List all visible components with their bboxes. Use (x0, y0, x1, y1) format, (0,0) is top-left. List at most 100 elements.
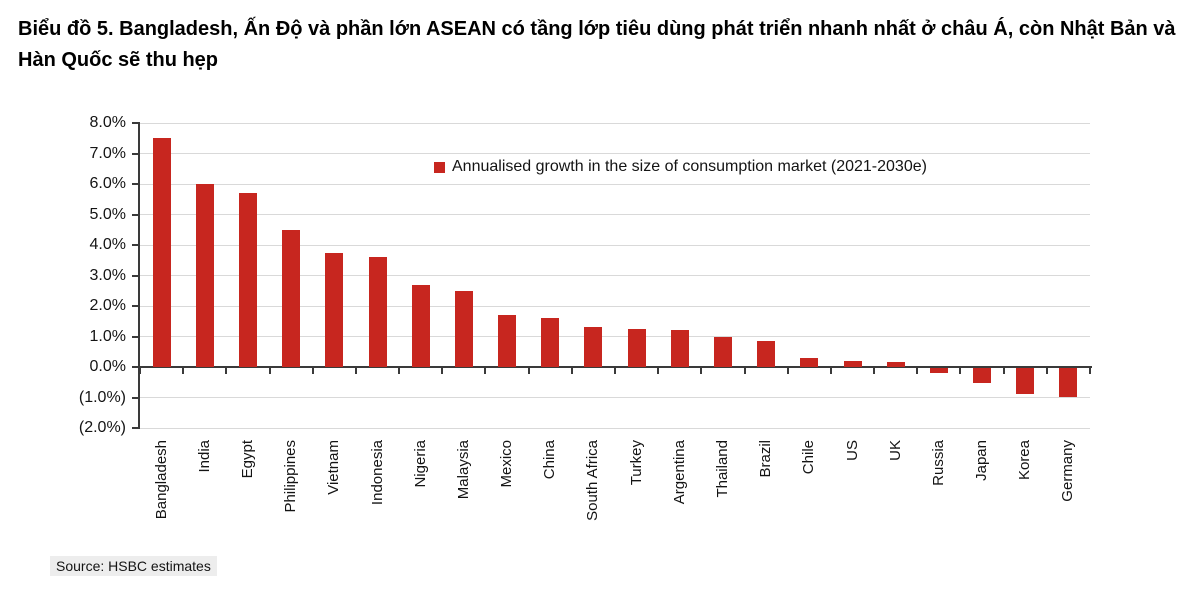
y-axis-tick (132, 152, 140, 155)
category-tick (354, 368, 357, 374)
y-axis-tick (132, 244, 140, 246)
y-axis-label: 2.0% (89, 297, 126, 314)
y-axis-label: (1.0%) (78, 388, 126, 406)
gridline (140, 122, 1090, 124)
y-axis-label: 5.0% (89, 205, 126, 223)
y-axis-label: 0.0% (89, 358, 126, 375)
gridline (140, 214, 1090, 215)
x-axis-label: Indonesia (368, 440, 386, 506)
gridline (140, 305, 1090, 307)
x-axis-label: Egypt (238, 440, 256, 479)
category-tick (700, 368, 703, 374)
y-axis-label: 3.0% (89, 266, 126, 284)
x-axis-label: Turkey (627, 440, 645, 486)
category-tick (873, 368, 876, 374)
gridline (140, 336, 1090, 337)
y-axis-tick (132, 396, 140, 399)
x-axis-label: US (843, 440, 861, 461)
y-axis-label: 1.0% (89, 327, 126, 345)
bar-egypt (238, 193, 257, 367)
bar-thailand (713, 336, 732, 367)
category-tick (614, 368, 616, 374)
x-axis-label: Chile (800, 440, 818, 475)
bar-china (541, 318, 560, 367)
category-tick (139, 368, 141, 374)
x-axis-label: Korea (1016, 440, 1034, 481)
legend-marker-icon (434, 161, 445, 173)
y-axis-label: 6.0% (89, 175, 126, 192)
bar-india (195, 184, 214, 367)
category-tick (225, 368, 228, 374)
y-axis-tick (132, 427, 140, 429)
category-tick (743, 368, 746, 374)
category-tick (959, 368, 962, 374)
category-tick (441, 368, 444, 374)
category-tick (182, 368, 185, 374)
y-axis-tick (132, 305, 140, 307)
bar-bangladesh (152, 138, 171, 367)
x-axis-label: Japan (973, 440, 991, 481)
x-axis-label: Nigeria (411, 440, 429, 488)
bar-russia (929, 368, 948, 373)
category-tick (1045, 368, 1048, 374)
bar-philippines (282, 229, 301, 367)
y-axis-tick (132, 366, 140, 368)
bar-chart: Annualised growth in the size of consump… (0, 110, 1200, 595)
x-axis-label: Philippines (282, 440, 300, 513)
figure-title: Biểu đồ 5. Bangladesh, Ấn Độ và phần lớn… (18, 18, 1176, 71)
category-tick (398, 368, 401, 374)
bar-uk (886, 362, 905, 367)
x-axis-label: Mexico (498, 440, 516, 488)
bar-korea (1016, 368, 1035, 394)
x-axis-label: Germany (1059, 440, 1077, 502)
y-axis-tick (132, 335, 140, 338)
category-tick (570, 368, 573, 374)
bar-argentina (670, 330, 689, 367)
bar-mexico (498, 315, 517, 367)
bar-chile (800, 357, 819, 367)
category-tick (527, 368, 530, 374)
x-axis-label: Malaysia (454, 440, 472, 500)
bar-malaysia (454, 290, 473, 367)
legend-label: Annualised growth in the size of consump… (452, 158, 927, 175)
x-axis-label: Thailand (713, 440, 731, 498)
gridline (140, 183, 1090, 185)
bar-germany (1059, 368, 1078, 397)
bar-south-africa (584, 327, 603, 367)
category-tick (786, 368, 789, 374)
y-axis-tick (132, 274, 140, 277)
source-note: Source: HSBC estimates (50, 556, 217, 576)
x-axis-label: India (195, 440, 213, 473)
bar-nigeria (411, 284, 430, 367)
gridline (140, 153, 1090, 154)
y-axis-tick (132, 213, 140, 216)
gridline (140, 275, 1090, 276)
category-tick (484, 368, 487, 374)
bar-indonesia (368, 257, 387, 367)
x-axis-label: Bangladesh (152, 440, 170, 520)
y-axis-tick (132, 183, 140, 185)
y-axis-label: 7.0% (89, 144, 126, 162)
x-axis-label: Vietnam (325, 440, 343, 495)
bar-brazil (757, 341, 776, 367)
x-axis-label: Argentina (670, 440, 688, 505)
y-axis-line (138, 123, 140, 428)
x-axis-label: Brazil (757, 440, 775, 478)
gridline (140, 397, 1090, 398)
category-tick (829, 368, 832, 374)
y-axis-label: 4.0% (89, 236, 126, 253)
bar-vietnam (325, 252, 344, 367)
category-tick (657, 368, 660, 374)
x-axis-line (140, 366, 1092, 368)
y-axis-tick (132, 122, 140, 124)
category-tick (268, 368, 271, 374)
y-axis-label: (2.0%) (78, 419, 126, 436)
y-axis-label: 8.0% (89, 114, 126, 131)
category-tick (1089, 368, 1091, 374)
bar-us (843, 360, 862, 367)
gridline (140, 427, 1090, 429)
category-tick (1002, 368, 1005, 374)
x-axis-label: South Africa (584, 440, 602, 521)
x-axis-label: UK (886, 440, 904, 461)
chart-legend: Annualised growth in the size of consump… (434, 157, 927, 177)
